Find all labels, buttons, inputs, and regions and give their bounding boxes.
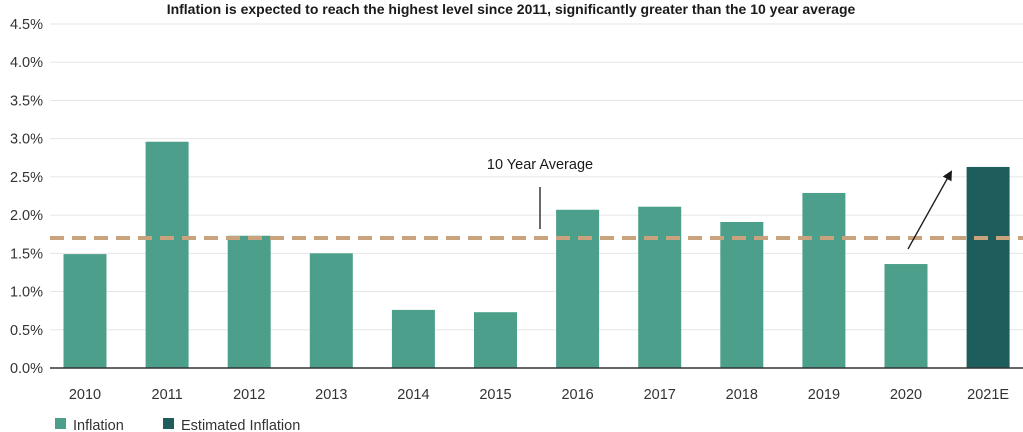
- bar-2012: [227, 235, 271, 368]
- legend-swatch: [55, 418, 66, 429]
- arrow-line: [907, 170, 952, 250]
- y-tick-label: 2.0%: [10, 208, 43, 224]
- y-tick-label: 1.0%: [10, 285, 43, 301]
- bar-2013: [309, 253, 353, 368]
- bar-2019: [802, 192, 846, 368]
- bar-2010: [63, 254, 107, 368]
- legend-label: Estimated Inflation: [181, 418, 300, 432]
- y-tick-label: 0.0%: [10, 361, 43, 377]
- x-tick-label: 2015: [479, 387, 511, 403]
- bar-2016: [556, 209, 600, 368]
- bar-2015: [474, 312, 517, 368]
- grid-lines: [50, 23, 1023, 331]
- arrow-annotation: [907, 170, 952, 250]
- legend-swatch: [163, 418, 174, 429]
- bar-2020: [884, 264, 928, 368]
- x-axis-tick-labels: 2010 2011 2012 2013 2014 2015 2016 2017 2018 2019…: [69, 387, 1010, 403]
- x-tick-label: 2016: [561, 387, 593, 403]
- chart-title: Inflation is expected to reach the highe…: [167, 1, 856, 17]
- reference-line-label: 10 Year Average: [487, 157, 593, 173]
- x-tick-label: 2020: [890, 387, 922, 403]
- y-tick-label: 3.0%: [10, 132, 43, 148]
- x-tick-label: 2018: [726, 387, 758, 403]
- y-tick-label: 4.5%: [10, 17, 43, 33]
- x-tick-label: 2010: [69, 387, 101, 403]
- bars: [63, 141, 1010, 368]
- bar-2017: [638, 206, 682, 368]
- y-tick-label: 1.5%: [10, 246, 43, 262]
- legend: Inflation Estimated Inflation: [55, 418, 300, 432]
- x-tick-label: 2011: [152, 387, 183, 403]
- x-tick-label: 2019: [808, 387, 840, 403]
- y-tick-label: 0.5%: [10, 323, 43, 339]
- bar-2014: [391, 309, 435, 368]
- bar-2011: [145, 141, 189, 368]
- y-tick-label: 2.5%: [10, 170, 43, 186]
- legend-label: Inflation: [73, 418, 124, 432]
- bar-estimated-2021E: [966, 166, 1010, 368]
- x-tick-label: 2021E: [967, 387, 1009, 403]
- x-tick-label: 2012: [233, 387, 265, 403]
- x-tick-label: 2017: [644, 387, 676, 403]
- bar-2018: [720, 221, 764, 368]
- x-tick-label: 2013: [315, 387, 347, 403]
- reference-line-group: 10 Year Average: [50, 157, 1023, 241]
- y-axis-tick-labels: 0.0% 0.5% 1.0% 1.5% 2.0% 2.5% 3.0% 3.5% 4.0% 4.5%: [10, 17, 43, 377]
- y-tick-label: 4.0%: [10, 55, 43, 71]
- x-tick-label: 2014: [397, 387, 429, 403]
- y-tick-label: 3.5%: [10, 93, 43, 109]
